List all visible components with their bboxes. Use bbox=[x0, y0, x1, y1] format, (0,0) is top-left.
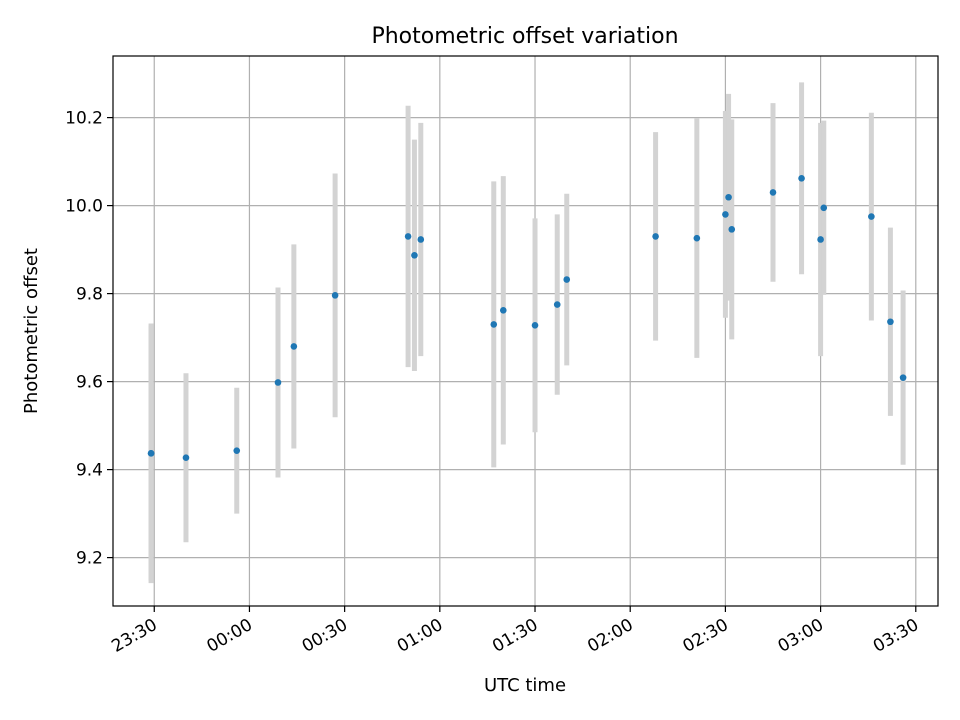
data-point bbox=[820, 204, 828, 212]
y-tick-label: 10.2 bbox=[65, 109, 103, 129]
y-tick-label: 10.0 bbox=[65, 197, 103, 217]
data-point bbox=[490, 321, 498, 328]
data-point bbox=[652, 233, 659, 240]
data-point bbox=[722, 211, 729, 218]
data-point bbox=[693, 234, 701, 242]
y-tick-label: 9.4 bbox=[76, 461, 103, 481]
data-point bbox=[290, 343, 298, 350]
data-points bbox=[147, 175, 907, 462]
plot-area-frame bbox=[112, 55, 939, 607]
y-tick-label: 9.8 bbox=[76, 285, 103, 305]
data-point bbox=[233, 447, 241, 454]
x-axis-label: UTC time bbox=[484, 675, 566, 696]
data-point bbox=[499, 307, 507, 314]
data-point bbox=[725, 193, 732, 201]
data-point bbox=[563, 276, 571, 283]
chart-title: Photometric offset variation bbox=[371, 24, 678, 49]
data-point bbox=[553, 301, 561, 308]
data-point bbox=[531, 321, 539, 329]
data-point bbox=[331, 292, 339, 299]
data-point bbox=[899, 374, 907, 381]
data-point bbox=[147, 450, 155, 457]
data-point bbox=[887, 318, 894, 326]
data-point bbox=[817, 236, 824, 243]
data-point bbox=[728, 226, 736, 233]
data-point bbox=[182, 454, 190, 462]
data-point bbox=[274, 379, 282, 386]
data-point bbox=[868, 213, 875, 220]
y-tick-label: 9.6 bbox=[76, 373, 103, 393]
data-point bbox=[411, 252, 418, 259]
data-point bbox=[404, 233, 412, 240]
data-point bbox=[417, 236, 425, 243]
data-point bbox=[769, 189, 777, 196]
y-tick-label: 9.2 bbox=[76, 549, 103, 569]
y-axis-ticks: 9.2 9.4 9.6 9.8 10.0 10.2 bbox=[65, 109, 113, 569]
y-axis-label: Photometric offset bbox=[21, 248, 42, 414]
data-point bbox=[798, 175, 805, 182]
